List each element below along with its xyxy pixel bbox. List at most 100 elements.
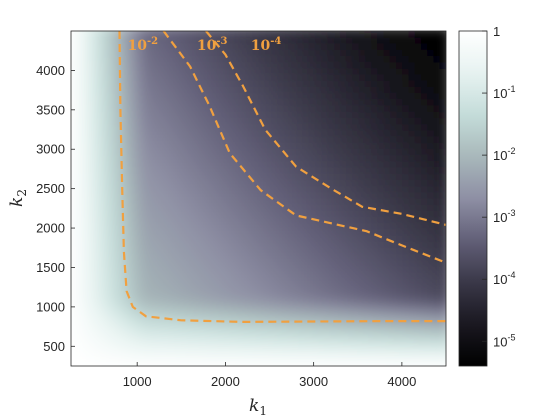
heatmap-cell <box>121 210 129 218</box>
heatmap-cell <box>196 248 204 256</box>
heatmap-cell <box>133 260 141 268</box>
heatmap-cell <box>133 198 141 206</box>
heatmap-cell <box>208 291 216 299</box>
heatmap-cell <box>358 204 366 212</box>
heatmap-cell <box>327 86 335 94</box>
heatmap-cell <box>446 292 453 299</box>
heatmap-cell <box>327 328 335 336</box>
heatmap-cell <box>77 186 85 194</box>
heatmap-cell <box>246 192 254 200</box>
heatmap-cell <box>384 366 391 373</box>
heatmap-cell <box>396 105 404 113</box>
heatmap-cell <box>121 223 129 231</box>
heatmap-cell <box>264 155 272 163</box>
heatmap-cell <box>271 124 279 132</box>
heatmap-cell <box>414 310 422 318</box>
heatmap-cell <box>402 217 410 225</box>
heatmap-cell <box>196 235 204 243</box>
heatmap-cell <box>233 217 241 225</box>
heatmap-cell <box>158 254 166 262</box>
heatmap-cell <box>133 285 141 293</box>
heatmap-cell <box>146 68 154 76</box>
heatmap-cell <box>208 353 216 361</box>
heatmap-cell <box>196 74 204 82</box>
heatmap-cell <box>77 359 85 366</box>
heatmap-cell <box>89 142 97 150</box>
heatmap-cell <box>114 328 122 336</box>
heatmap-cell <box>77 142 85 150</box>
heatmap-cell <box>146 80 154 88</box>
heatmap-cell <box>258 266 266 274</box>
heatmap-cell <box>271 31 279 39</box>
heatmap-cell <box>396 223 404 231</box>
heatmap-cell <box>89 117 97 125</box>
heatmap-cell <box>346 74 354 82</box>
heatmap-cell <box>377 167 385 175</box>
heatmap-cell <box>346 31 354 39</box>
heatmap-cell <box>383 148 391 156</box>
heatmap-cell <box>389 161 397 169</box>
heatmap-cell <box>158 124 166 132</box>
heatmap-cell <box>127 117 135 125</box>
heatmap-cell <box>433 124 441 132</box>
heatmap-cell <box>214 223 222 231</box>
heatmap-cell <box>196 328 204 336</box>
heatmap-cell <box>314 359 322 366</box>
heatmap-cell <box>414 328 422 336</box>
heatmap-cell <box>314 254 322 262</box>
heatmap-cell <box>296 217 304 225</box>
heatmap-cell <box>177 266 185 274</box>
heatmap-cell <box>327 148 335 156</box>
heatmap-cell <box>358 192 366 200</box>
heatmap-cell <box>377 223 385 231</box>
heatmap-cell <box>389 99 397 107</box>
heatmap-cell <box>308 43 316 51</box>
heatmap-cell <box>114 93 122 101</box>
heatmap-cell <box>83 179 91 187</box>
heatmap-cell <box>408 80 416 88</box>
heatmap-cell <box>321 254 329 262</box>
heatmap-cell <box>433 99 441 107</box>
heatmap-cell <box>177 217 185 225</box>
heatmap-cell <box>158 161 166 169</box>
heatmap-cell <box>283 55 291 63</box>
heatmap-cell <box>277 74 285 82</box>
heatmap-cell <box>121 167 129 175</box>
heatmap-cell <box>164 291 172 299</box>
heatmap-cell <box>402 93 410 101</box>
heatmap-cell <box>358 266 366 274</box>
heatmap-cell <box>321 359 329 366</box>
heatmap-cell <box>246 291 254 299</box>
heatmap-cell <box>139 155 147 163</box>
heatmap-cell <box>377 155 385 163</box>
heatmap-cell <box>158 217 166 225</box>
heatmap-cell <box>102 241 110 249</box>
heatmap-cell <box>271 198 279 206</box>
heatmap-cell <box>414 248 422 256</box>
heatmap-cell <box>346 223 354 231</box>
heatmap-cell <box>377 248 385 256</box>
heatmap-cell <box>333 99 341 107</box>
heatmap-cell <box>108 248 116 256</box>
heatmap-cell <box>446 354 453 361</box>
heatmap-cell <box>346 105 354 113</box>
heatmap-cell <box>427 223 435 231</box>
heatmap-cell <box>358 341 366 349</box>
heatmap-cell <box>164 93 172 101</box>
heatmap-cell <box>333 341 341 349</box>
heatmap-cell <box>164 86 172 94</box>
heatmap-cell <box>171 68 179 76</box>
heatmap-cell <box>402 297 410 305</box>
heatmap-cell <box>164 303 172 311</box>
heatmap-cell <box>421 117 429 125</box>
heatmap-cell <box>396 111 404 119</box>
heatmap-cell <box>114 217 122 225</box>
heatmap-cell <box>83 99 91 107</box>
heatmap-cell <box>327 285 335 293</box>
heatmap-cell <box>77 260 85 268</box>
heatmap-cell <box>308 80 316 88</box>
heatmap-cell <box>296 142 304 150</box>
heatmap-cell <box>71 192 79 200</box>
heatmap-cell <box>364 124 372 132</box>
heatmap-cell <box>139 148 147 156</box>
